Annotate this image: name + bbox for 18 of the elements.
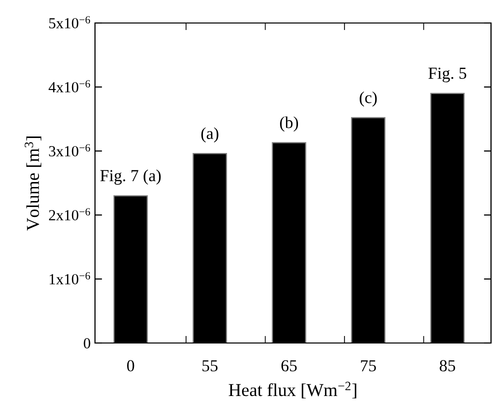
x-tick-label: 75 xyxy=(361,360,376,372)
annotation: (b) xyxy=(280,116,298,132)
x-axis-title: Heat flux [Wm$^{−2}$] xyxy=(228,382,356,398)
x-tick-label: 0 xyxy=(127,360,134,372)
annotation: (a) xyxy=(201,127,218,142)
annotation: (c) xyxy=(360,91,377,107)
y-tick-label: 5x10$^{−6}$ xyxy=(49,16,90,28)
x-tick-label: 85 xyxy=(440,360,456,372)
y-tick-label: 3x10$^{−6}$ xyxy=(49,144,90,156)
y-tick-label: 1x10$^{−6}$ xyxy=(50,272,90,284)
y-tick-label: 0 xyxy=(84,338,90,348)
x-tick-label: 65 xyxy=(281,360,297,372)
annotation: Fig. 7 (a) xyxy=(100,170,161,185)
y-tick-label: 4x10$^{−6}$ xyxy=(48,80,90,92)
y-tick-label: 2x10$^{−6}$ xyxy=(49,208,90,220)
x-tick-label: 55 xyxy=(202,360,218,372)
y-axis-title: Volume [m$^{3}$] xyxy=(24,136,42,231)
annotation: Fig. 5 xyxy=(428,68,466,82)
